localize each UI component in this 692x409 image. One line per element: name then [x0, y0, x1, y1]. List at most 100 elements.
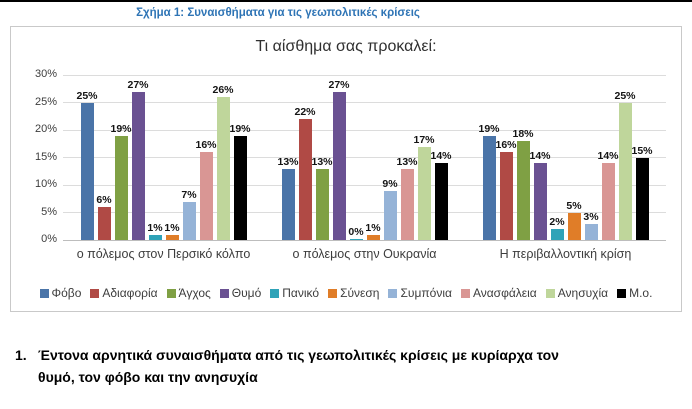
bar-value-label: 0% — [348, 226, 364, 238]
legend-label: Σύνεση — [340, 286, 380, 300]
bar-value-label: 1% — [164, 221, 180, 234]
bar-value-label: 25% — [614, 89, 636, 102]
bar-value-label: 18% — [512, 128, 534, 140]
legend-label: Θυμό — [231, 286, 262, 300]
bar: 19% — [478, 123, 500, 240]
bar: 16% — [195, 139, 217, 240]
gridline — [63, 212, 666, 213]
bar-value-label: 25% — [76, 89, 98, 102]
legend-swatch — [219, 288, 229, 298]
bar-value-label: 1% — [365, 221, 381, 234]
gridline — [63, 102, 666, 103]
y-axis-tick-label: 5% — [41, 205, 57, 218]
bar-value-label: 22% — [294, 106, 316, 118]
chart-title: Τι αίσθημα σας προκαλεί: — [255, 38, 437, 55]
bar-value-label: 9% — [382, 177, 398, 190]
legend-label: Μ.ο. — [629, 286, 653, 300]
bar: 19% — [110, 123, 132, 240]
bar-group: 13% 22% 13% 27% 0% 1% 9% 13% 17% 14% ο πόλεμος στη… — [277, 79, 452, 262]
category-label: ο πόλεμος στον Περσικό κόλπο — [76, 247, 251, 261]
y-axis-tick-label: 0% — [41, 233, 57, 245]
legend-item: Φόβο — [39, 286, 81, 300]
bar: 27% — [127, 79, 149, 240]
legend-label: Άγχος — [178, 286, 211, 300]
chart-legend: Φόβο Αδιαφορία Άγχος Θυμό Πανικό Σύνεση Συμπόν… — [11, 286, 681, 300]
legend-item: Σύνεση — [328, 286, 379, 300]
bar-value-label: 7% — [181, 188, 197, 201]
bar: 14% — [529, 150, 551, 240]
y-axis-tick-label: 25% — [34, 95, 57, 108]
bar-value-label: 19% — [110, 122, 132, 135]
legend-item: Συμπόνια — [388, 286, 452, 300]
bar-group: 25% 6% 19% 27% 1% 1% 7% 16% 26% 19% ο πόλεμος στον… — [76, 79, 251, 262]
legend-label: Συμπόνια — [400, 286, 452, 300]
bar-value-label: 14% — [597, 150, 619, 162]
legend-swatch — [617, 288, 627, 298]
category-label: ο πόλεμος στην Ουκρανία — [292, 247, 437, 261]
legend-item: Αδιαφορία — [90, 286, 158, 300]
legend-label: Πανικό — [282, 286, 320, 300]
legend-item: Ανασφάλεια — [460, 286, 537, 300]
bar: 22% — [294, 106, 316, 240]
bar-value-label: 27% — [127, 78, 149, 91]
legend-swatch — [270, 288, 280, 298]
y-axis-tick-label: 30% — [34, 68, 57, 80]
bar-group: 19% 16% 18% 14% 2% 5% 3% 14% 25% 15% Η περιβαλλοντ… — [478, 90, 653, 262]
bar: 13% — [277, 156, 299, 240]
bar: 17% — [413, 134, 435, 240]
legend-label: Αδιαφορία — [102, 286, 158, 300]
bar: 6% — [96, 194, 112, 240]
chart-container: Τι αίσθημα σας προκαλεί: 0% 5% 10% 15% 20% 25… — [10, 26, 682, 312]
bar: 3% — [583, 211, 599, 240]
legend-swatch — [388, 288, 398, 298]
legend-swatch — [39, 288, 49, 298]
bar: 19% — [229, 123, 251, 240]
legend-swatch — [90, 288, 100, 298]
y-axis-tick-label: 20% — [34, 123, 57, 135]
bar: 26% — [212, 84, 234, 240]
bar-value-label: 6% — [96, 194, 112, 206]
figure-title: Σχήμα 1: Συναισθήματα για τις γεωπολιτικ… — [136, 7, 420, 19]
legend-swatch — [328, 288, 338, 298]
legend-swatch — [545, 288, 555, 298]
legend-swatch — [166, 288, 176, 298]
gridline — [63, 239, 666, 241]
bar: 13% — [396, 156, 418, 240]
bar-value-label: 19% — [229, 122, 251, 135]
bar: 2% — [549, 216, 565, 240]
caption: 1. Έντονα αρνητικά συναισθήματα από τις … — [15, 345, 583, 388]
bar: 14% — [430, 150, 452, 240]
legend-label: Ανησυχία — [557, 286, 609, 300]
bar-value-label: 14% — [529, 150, 551, 162]
bar: 18% — [512, 128, 534, 240]
bar: 1% — [164, 222, 180, 240]
bar-groups-row: 25% 6% 19% 27% 1% 1% 7% 16% 26% 19% ο πόλεμος στον… — [63, 75, 666, 262]
y-axis-tick-label: 15% — [34, 150, 57, 163]
bar: 5% — [566, 200, 582, 240]
bar: 9% — [382, 178, 398, 240]
legend-item: Πανικό — [270, 286, 319, 300]
category-label: Η περιβαλλοντική κρίση — [499, 247, 632, 261]
bar-value-label: 16% — [195, 139, 217, 151]
bar: 0% — [348, 226, 364, 240]
legend-item: Μ.ο. — [617, 286, 652, 300]
bar-value-label: 2% — [549, 216, 565, 228]
legend-item: Άγχος — [166, 286, 211, 300]
gridline — [63, 157, 666, 158]
bar: 15% — [631, 145, 653, 240]
caption-text: Έντονα αρνητικά συναισθήματα από τις γεω… — [38, 347, 559, 385]
gridline — [63, 184, 666, 186]
plot-area: 0% 5% 10% 15% 20% 25% 30% 25% 6% 19% 27% 1% 1% 7% 16% 2… — [35, 68, 666, 262]
bar-value-label: 27% — [328, 78, 350, 91]
legend-item: Ανησυχία — [545, 286, 609, 300]
bar: 1% — [365, 222, 381, 240]
bar: 25% — [76, 90, 98, 240]
bar-value-label: 1% — [147, 221, 163, 234]
bar: 27% — [328, 79, 350, 240]
bar-value-label: 19% — [478, 122, 500, 135]
caption-number: 1. — [15, 347, 27, 363]
bar-value-label: 14% — [430, 150, 452, 162]
bar: 1% — [147, 222, 163, 240]
bar-value-label: 13% — [277, 155, 299, 168]
